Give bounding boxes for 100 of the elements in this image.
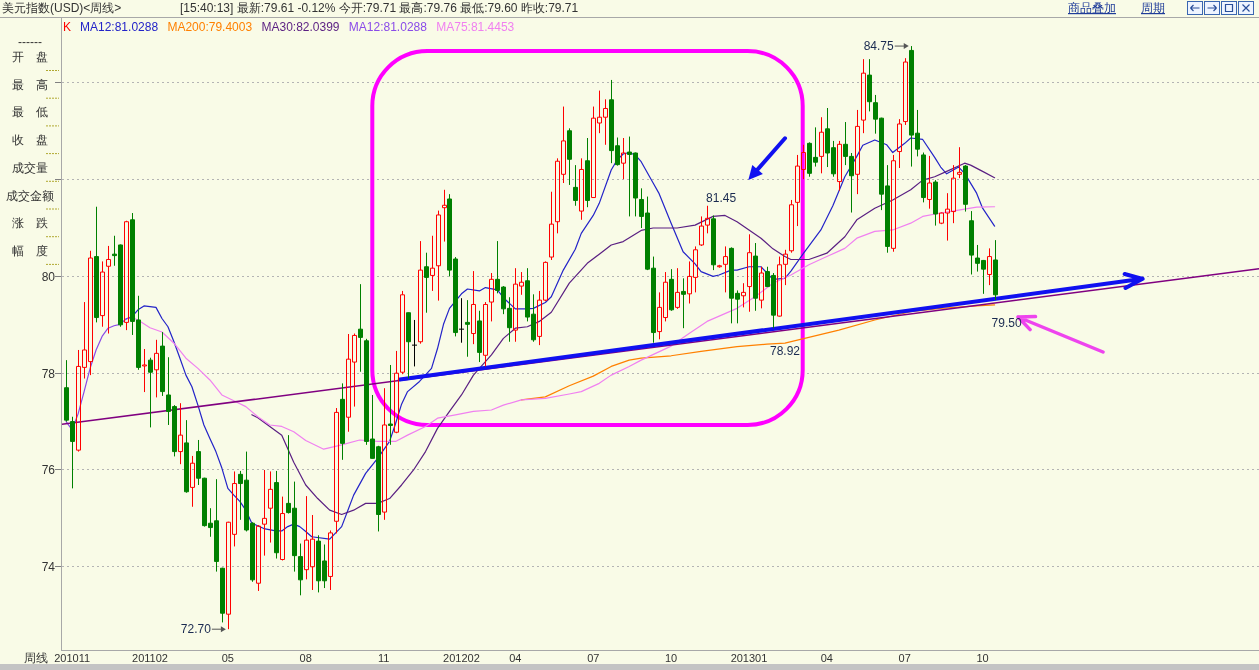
x-tick-label: 10 [665,652,678,664]
candlestick [328,529,333,591]
candlestick [154,339,159,398]
text: 最 高 [12,77,48,92]
annotation: 81.45 [706,190,737,205]
candlestick [424,252,429,314]
candlestick [585,137,590,208]
candlestick [471,270,476,345]
candlestick [789,199,794,254]
text: K [63,20,72,34]
candlestick [753,242,758,312]
candlestick [124,220,129,331]
candlestick [903,57,908,126]
candlestick [861,58,866,134]
candlestick [819,116,824,174]
candlestick [388,364,393,446]
candlestick [573,164,578,207]
candlestick [837,140,842,192]
candlestick [711,214,716,271]
candlestick [897,118,902,169]
candlestick [178,402,183,465]
candlestick [184,419,189,494]
candlestick [681,277,686,329]
text: 幅 度 [12,243,48,258]
candlestick [142,348,147,393]
x-tick-label: 201102 [132,652,168,664]
text: MA30:82.0399 [261,20,340,34]
x-tick-label: 07 [587,652,600,664]
x-tick-label: 07 [898,652,911,664]
text: MA12:81.0288 [348,20,428,34]
y-tick-label: 76 [41,462,56,477]
candlestick [64,359,69,423]
candlestick [160,331,165,397]
chart-subtitle: [15:40:13] 最新:79.61 -0.12% 今开:79.71 最高:79.76 最低:79.60 昨收:79.71 [180,1,579,15]
annotation: 79.50 [991,316,1022,331]
text: 涨 跌 [12,216,48,231]
line-series [397,271,1145,382]
candlestick [411,319,418,367]
candlestick [963,164,968,213]
x-tick-label: 201202 [443,652,480,664]
candlestick [867,58,872,112]
candlestick [400,290,405,375]
annotation: 84.75 [863,39,895,54]
candlestick [987,247,992,286]
candlestick [298,543,303,596]
x-tick-label: 05 [221,652,234,664]
text: 开 盘 [12,50,48,64]
candlestick [759,266,764,309]
candlestick [100,260,105,328]
text: 收 盘 [12,133,48,148]
text: 商品叠加 [1068,1,1116,15]
candlestick [70,416,75,489]
candlestick [993,239,998,301]
candlestick [675,267,680,310]
x-tick-label: 04 [820,652,833,664]
candlestick [567,127,572,186]
text: 周期 [1141,1,1165,15]
text: MA12:81.0288 [80,20,159,34]
y-tick-label: 78 [41,366,56,381]
y-tick-label: 74 [41,559,56,574]
candlestick [855,109,860,195]
annotation: 78.92 [769,344,801,359]
candlestick [220,567,225,623]
candlestick [394,350,399,434]
candlestick [94,206,99,323]
x-tick-label: 04 [509,652,522,664]
candlestick [436,210,441,302]
candlestick [340,382,345,461]
candlestick [747,233,752,313]
candlestick [465,299,470,358]
candlestick [274,470,279,560]
candlestick [741,282,746,308]
x-tick-label: 10 [976,652,989,664]
text: 成交金额 [6,188,54,203]
candlestick [442,189,447,243]
candlestick [406,312,411,380]
candlestick [669,268,674,312]
text: MA75:81.4453 [436,20,515,34]
candlestick [483,301,488,367]
candlestick [489,272,494,322]
candlestick [190,455,195,508]
chart-title: 美元指数(USD)<周线> [2,1,122,15]
candlestick [382,387,387,521]
candlestick [957,146,962,179]
candlestick [933,179,938,227]
candlestick [549,191,554,261]
x-tick-label: 201011 [54,652,91,664]
candlestick [268,470,273,544]
text: 最 低 [12,105,48,120]
candlestick [430,235,435,292]
candlestick [458,297,465,344]
candlestick [418,240,423,345]
candlestick [280,496,285,561]
candlestick [723,245,728,293]
candlestick [621,137,626,180]
candlestick [969,210,974,275]
candlestick [334,407,339,534]
candlestick [579,157,584,221]
candlestick [921,152,926,203]
text: ------ [18,35,42,49]
